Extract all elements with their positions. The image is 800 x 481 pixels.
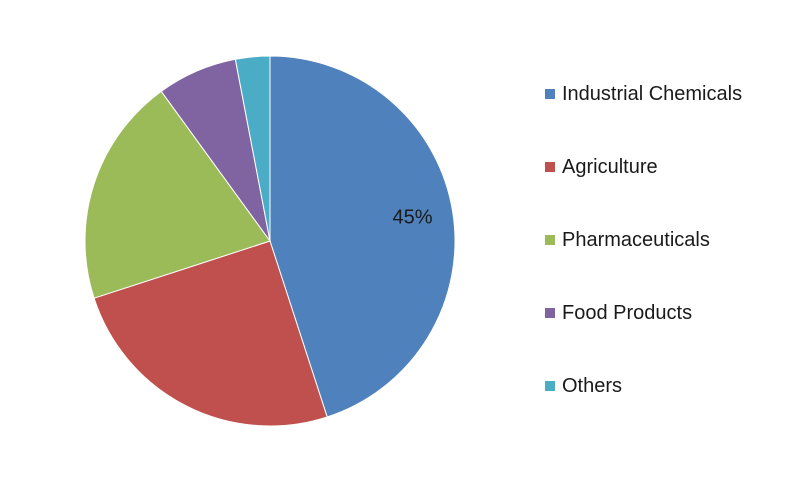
legend-label: Industrial Chemicals: [562, 82, 743, 105]
legend-item-food-products: Food Products: [545, 297, 742, 329]
legend-label: Food Products: [562, 301, 693, 324]
legend-swatch-food-products: [545, 308, 555, 318]
legend-item-industrial-chemicals: Industrial Chemicals: [545, 78, 742, 110]
chart-legend: Industrial Chemicals Agriculture Pharmaceu…: [545, 78, 742, 443]
pie-slices: [84, 55, 456, 427]
pie-slice-agriculture: [93, 240, 328, 427]
pie-data-labels: 45%: [393, 207, 433, 229]
legend-label: Pharmaceuticals: [562, 228, 710, 251]
pie-slice-pharmaceuticals: [84, 90, 271, 299]
legend-label: Others: [562, 374, 623, 397]
legend-swatch-pharmaceuticals: [545, 235, 555, 245]
legend-swatch-agriculture: [545, 162, 555, 172]
legend-swatch-industrial-chemicals: [545, 89, 555, 99]
legend-label: Agriculture: [562, 155, 658, 178]
data-label-industrial-chemicals: 45%: [393, 207, 433, 229]
legend-item-agriculture: Agriculture: [545, 151, 742, 183]
pie-slice-industrial-chemicals: [269, 55, 456, 418]
legend-item-others: Others: [545, 370, 742, 402]
pie-slice-others: [234, 55, 271, 242]
legend-item-pharmaceuticals: Pharmaceuticals: [545, 224, 742, 256]
legend-swatch-others: [545, 381, 555, 391]
